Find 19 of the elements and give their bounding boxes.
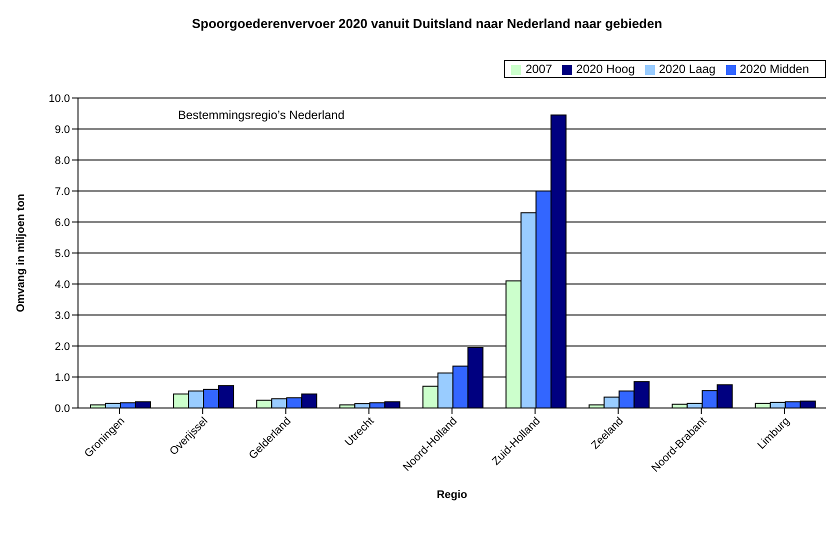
y-tick-label: 3.0 xyxy=(54,310,70,322)
y-axis-title: Omvang in miljoen ton xyxy=(14,193,27,312)
legend-label: 2020 Laag xyxy=(658,62,716,76)
y-tick-label: 5.0 xyxy=(54,248,70,260)
legend-label: 2020 Midden xyxy=(740,62,809,76)
y-tick-label: 1.0 xyxy=(54,372,70,384)
annotation: Bestemmingsregio’s Nederland xyxy=(178,108,345,122)
y-tick-label: 8.0 xyxy=(54,154,70,167)
y-tick-label: 9.0 xyxy=(54,124,70,136)
legend-label: 2007 xyxy=(525,62,552,76)
x-axis-title: Regio xyxy=(436,489,468,501)
y-tick-label: 4.0 xyxy=(54,278,70,291)
y-tick-label: 10.0 xyxy=(48,92,70,105)
y-tick-label: 6.0 xyxy=(54,216,70,229)
y-tick-label: 7.0 xyxy=(54,186,70,198)
chart-title: Spoorgoederenvervoer 2020 vanuit Duitsland naar Nederland naar gebieden xyxy=(190,16,664,31)
y-tick-label: 2.0 xyxy=(54,340,70,353)
y-tick-label: 0.0 xyxy=(54,402,70,415)
legend-label: 2020 Hoog xyxy=(576,62,635,76)
